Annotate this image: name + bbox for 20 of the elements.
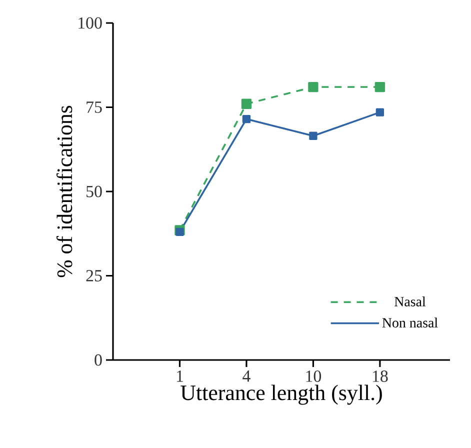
y-tick-label: 0 <box>94 354 102 366</box>
x-tick-label: 10 <box>306 370 322 382</box>
point <box>242 114 251 124</box>
x-tick-label: 1 <box>176 370 183 382</box>
x-tick-label: 4 <box>242 370 250 382</box>
point <box>241 98 252 109</box>
point <box>176 228 184 236</box>
y-tick-label: 100 <box>78 17 102 29</box>
point <box>376 108 384 116</box>
legend-label: Nasal <box>394 296 426 306</box>
y-tick-label: 75 <box>86 102 102 113</box>
point <box>308 82 318 92</box>
point <box>374 82 386 92</box>
point <box>309 132 318 140</box>
x-axis-title: Utterance length (syll.) <box>180 384 382 405</box>
y-tick-label: 50 <box>86 186 102 198</box>
legend-label: Non nasal <box>382 318 438 328</box>
y-axis-title: % of identifications <box>56 106 72 278</box>
x-tick-label: 18 <box>372 370 388 382</box>
y-tick-label: 25 <box>86 270 102 282</box>
